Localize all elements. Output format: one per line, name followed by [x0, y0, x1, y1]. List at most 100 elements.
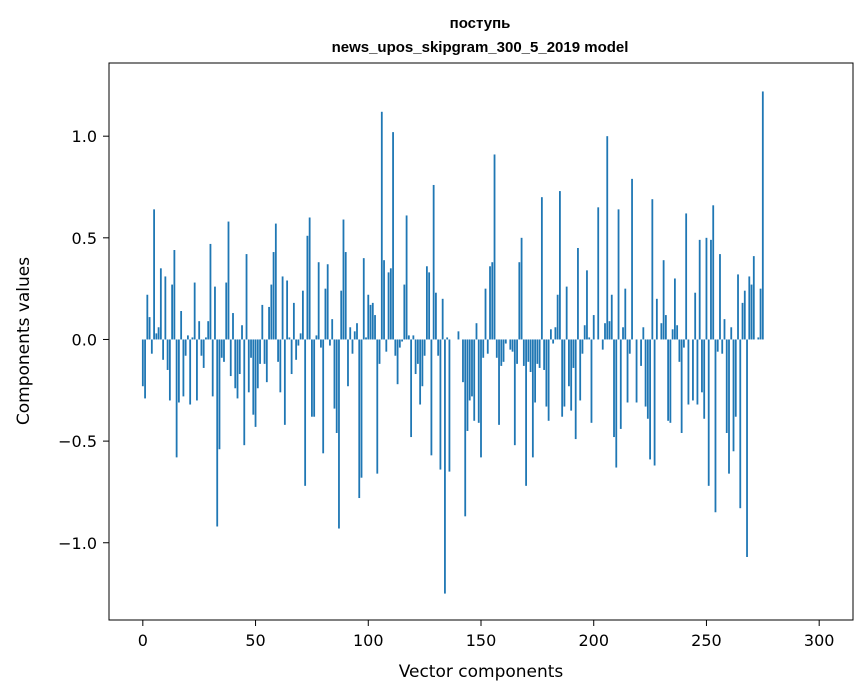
bar-254 — [714, 339, 717, 513]
bar-145 — [468, 339, 471, 401]
bar-111 — [392, 132, 394, 340]
bar-195 — [581, 339, 584, 354]
bar-265 — [739, 339, 742, 509]
bar-131 — [437, 339, 440, 356]
bar-179 — [545, 339, 548, 407]
bar-269 — [748, 276, 751, 340]
bar-181 — [549, 329, 552, 340]
bar-62 — [281, 276, 284, 340]
bar-169 — [522, 339, 525, 366]
bar-83 — [329, 339, 331, 346]
bar-109 — [387, 272, 390, 340]
bar-105 — [378, 339, 381, 364]
x-tick-label-5: 250 — [691, 631, 722, 650]
bar-120 — [412, 335, 415, 340]
bar-99 — [365, 337, 367, 340]
bar-54 — [263, 339, 266, 364]
bar-233 — [667, 339, 670, 421]
bar-4 — [150, 339, 153, 354]
bar-72 — [304, 339, 307, 486]
bar-164 — [511, 339, 514, 352]
bar-176 — [538, 339, 541, 368]
bar-178 — [543, 339, 546, 370]
bar-80 — [322, 339, 325, 454]
bar-208 — [610, 294, 613, 340]
bar-87 — [338, 339, 340, 529]
bar-100 — [367, 294, 370, 340]
bar-156 — [493, 154, 496, 340]
bar-68 — [295, 339, 298, 360]
bar-267 — [743, 290, 746, 340]
bar-1 — [144, 339, 146, 399]
bar-266 — [741, 302, 744, 340]
bar-8 — [159, 268, 162, 340]
bar-18 — [182, 339, 185, 397]
bar-140 — [457, 331, 460, 340]
bar-240 — [683, 339, 685, 348]
bar-126 — [425, 266, 428, 340]
bar-71 — [301, 290, 304, 340]
bar-108 — [385, 339, 388, 352]
bar-189 — [568, 339, 570, 387]
bar-224 — [646, 339, 649, 419]
bar-5 — [153, 209, 155, 340]
bar-37 — [225, 282, 228, 340]
bar-20 — [187, 335, 189, 340]
bar-65 — [288, 337, 291, 340]
bar-92 — [349, 327, 352, 340]
bar-184 — [556, 294, 559, 340]
bar-191 — [572, 339, 575, 368]
bar-38 — [227, 221, 230, 340]
bar-46 — [245, 254, 248, 340]
bar-81 — [324, 288, 327, 340]
x-axis-ticks: 0 50 100 150 200 250 300 — [138, 620, 834, 650]
x-tick-label-3: 150 — [466, 631, 497, 650]
bar-3 — [148, 317, 151, 340]
bar-146 — [471, 339, 473, 397]
bar-151 — [482, 339, 485, 358]
bar-77 — [315, 335, 318, 340]
bar-182 — [552, 339, 555, 344]
bar-6 — [155, 333, 158, 340]
bar-107 — [383, 260, 385, 340]
bar-212 — [619, 339, 622, 429]
bar-133 — [441, 298, 444, 340]
bar-268 — [746, 339, 748, 557]
bar-25 — [198, 321, 201, 340]
bar-205 — [604, 323, 606, 340]
bar-183 — [554, 327, 557, 340]
bar-167 — [518, 262, 521, 340]
bar-197 — [586, 270, 588, 340]
bar-155 — [491, 262, 494, 340]
bar-24 — [196, 339, 198, 401]
y-tick-label-4: 1.0 — [72, 127, 97, 146]
bar-174 — [534, 339, 537, 403]
bar-78 — [317, 262, 320, 340]
bar-223 — [644, 339, 647, 407]
bar-119 — [410, 339, 413, 438]
bar-232 — [664, 315, 667, 340]
bar-128 — [430, 339, 433, 456]
bar-15 — [175, 339, 178, 458]
y-axis-label: Components values — [14, 257, 34, 425]
bar-241 — [685, 213, 688, 340]
bar-134 — [444, 339, 446, 594]
bar-117 — [405, 215, 408, 340]
bar-13 — [171, 284, 174, 340]
bar-122 — [416, 339, 419, 364]
bar-256 — [719, 254, 721, 340]
bar-236 — [673, 278, 676, 340]
bar-30 — [209, 243, 212, 340]
bar-132 — [439, 339, 442, 470]
bar-35 — [220, 339, 223, 358]
bar-258 — [723, 319, 726, 340]
bar-175 — [536, 339, 539, 364]
bar-150 — [480, 339, 482, 458]
bar-226 — [651, 199, 654, 340]
bar-136 — [448, 339, 451, 472]
bar-257 — [721, 339, 724, 354]
bar-17 — [180, 311, 183, 340]
bar-160 — [502, 339, 505, 362]
bar-74 — [308, 217, 311, 340]
x-axis-label: Vector components — [399, 662, 564, 682]
